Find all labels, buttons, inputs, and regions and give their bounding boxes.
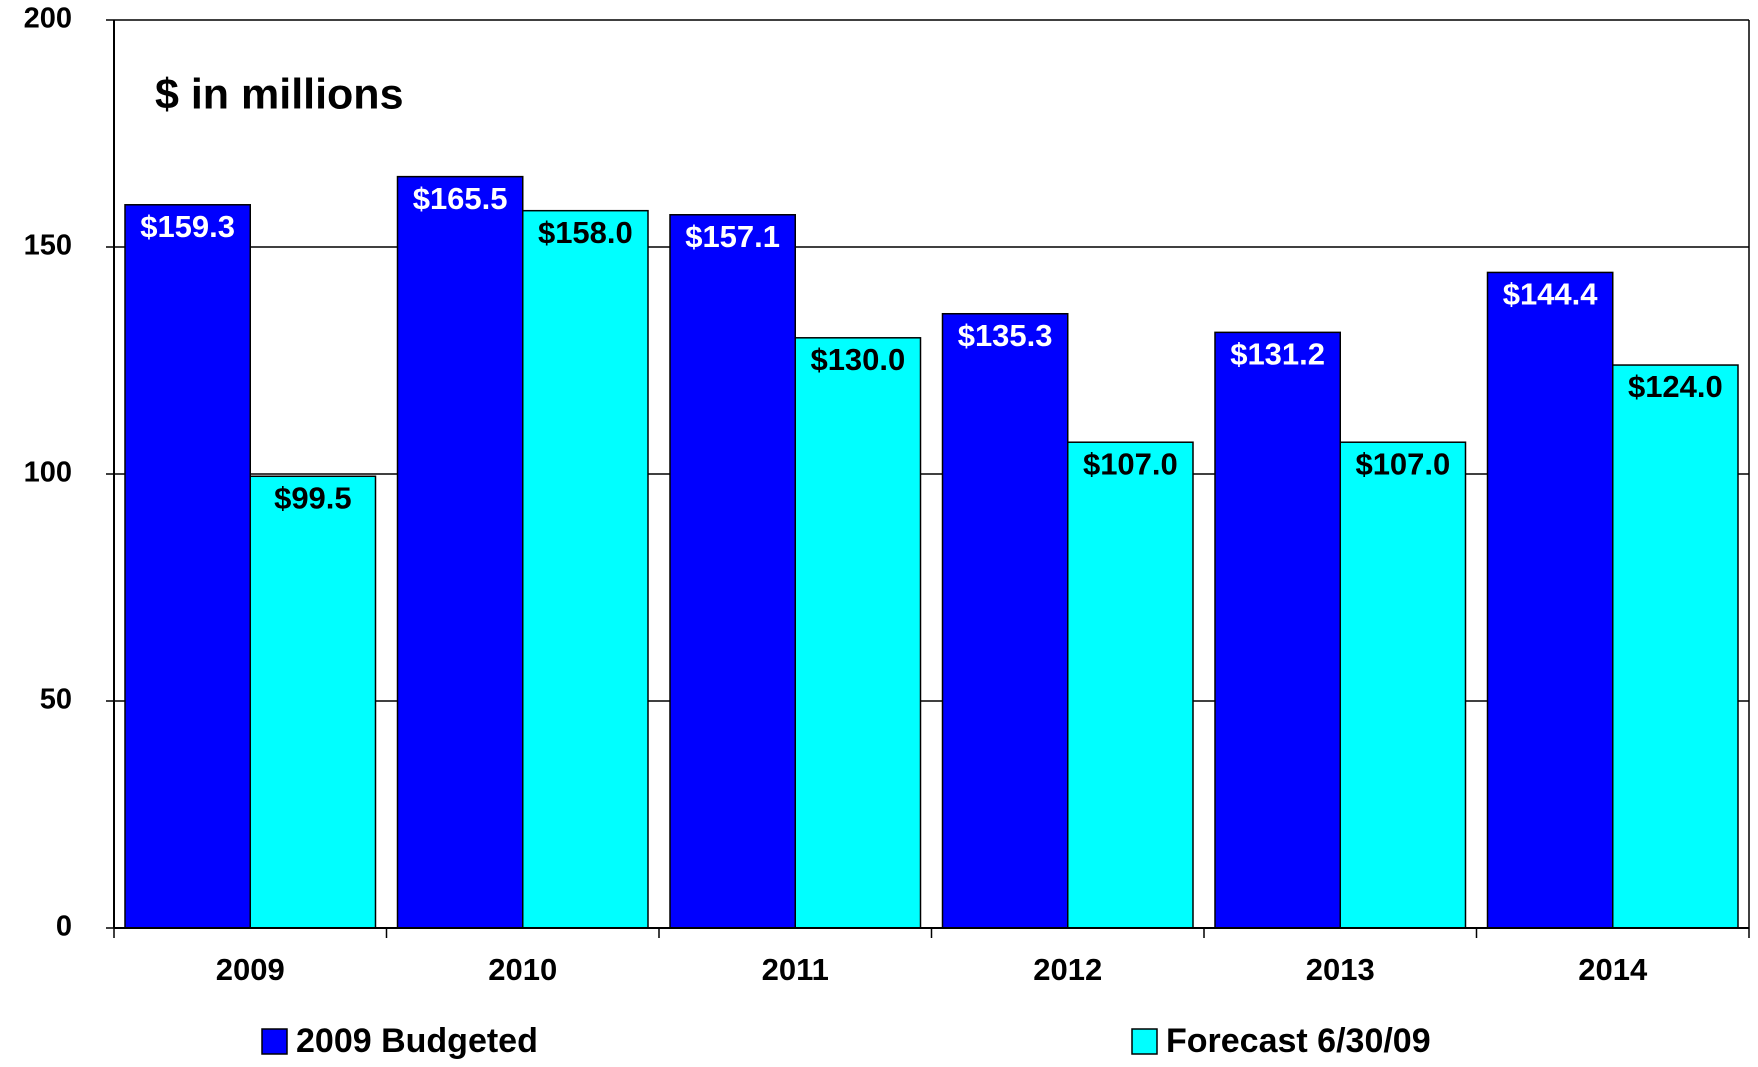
value-label: $144.4 bbox=[1503, 277, 1599, 312]
legend-label: 2009 Budgeted bbox=[296, 1022, 538, 1060]
bar bbox=[1486, 271, 1614, 929]
value-label: $158.0 bbox=[538, 215, 633, 250]
bar bbox=[1067, 441, 1194, 929]
y-tick-label: 200 bbox=[24, 3, 72, 35]
bar bbox=[1612, 364, 1739, 929]
value-label: $130.0 bbox=[810, 342, 905, 377]
bar bbox=[669, 214, 796, 929]
value-label: $159.3 bbox=[140, 209, 235, 244]
value-label: $131.2 bbox=[1230, 337, 1325, 372]
x-tick-label: 2012 bbox=[1033, 952, 1102, 987]
x-tick-label: 2011 bbox=[762, 952, 829, 987]
x-tick-label: 2014 bbox=[1578, 952, 1648, 987]
value-label: $124.0 bbox=[1628, 369, 1723, 404]
bar bbox=[396, 175, 524, 929]
annotation: $ in millions bbox=[155, 70, 404, 118]
legend-swatch bbox=[261, 1028, 288, 1055]
x-tick-label: 2010 bbox=[488, 952, 557, 987]
bar bbox=[794, 337, 922, 929]
value-label: $165.5 bbox=[413, 181, 508, 216]
bar bbox=[1339, 441, 1467, 929]
bar bbox=[249, 475, 377, 929]
legend-swatch bbox=[1131, 1028, 1158, 1055]
x-tick-label: 2009 bbox=[216, 952, 285, 987]
value-label: $107.0 bbox=[1083, 446, 1178, 481]
value-label: $157.1 bbox=[685, 219, 780, 254]
y-tick-label: 0 bbox=[56, 911, 72, 943]
bar bbox=[1214, 331, 1341, 929]
x-tick-label: 2013 bbox=[1306, 952, 1375, 987]
y-tick-label: 100 bbox=[24, 457, 72, 489]
legend-label: Forecast 6/30/09 bbox=[1166, 1022, 1431, 1060]
y-tick-label: 50 bbox=[40, 684, 72, 716]
bar bbox=[522, 209, 649, 929]
value-label: $99.5 bbox=[274, 480, 352, 515]
y-tick-label: 150 bbox=[24, 230, 72, 262]
value-label: $107.0 bbox=[1355, 446, 1450, 481]
bar bbox=[124, 204, 251, 929]
value-label: $135.3 bbox=[958, 318, 1053, 353]
bar bbox=[941, 312, 1069, 929]
